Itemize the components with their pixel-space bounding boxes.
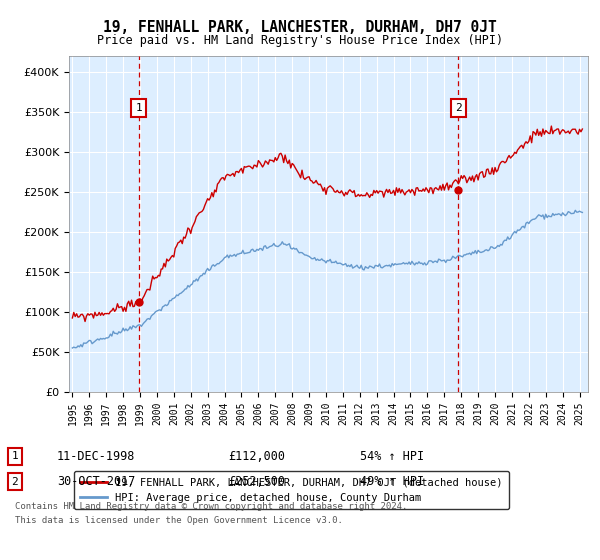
Text: 1: 1	[11, 451, 19, 461]
Text: 2: 2	[455, 103, 462, 113]
Text: 1: 1	[135, 103, 142, 113]
Text: 19, FENHALL PARK, LANCHESTER, DURHAM, DH7 0JT: 19, FENHALL PARK, LANCHESTER, DURHAM, DH…	[103, 20, 497, 35]
Text: £112,000: £112,000	[228, 450, 285, 463]
Text: 11-DEC-1998: 11-DEC-1998	[57, 450, 136, 463]
Legend: 19, FENHALL PARK, LANCHESTER, DURHAM, DH7 0JT (detached house), HPI: Average pri: 19, FENHALL PARK, LANCHESTER, DURHAM, DH…	[74, 471, 509, 509]
Text: 54% ↑ HPI: 54% ↑ HPI	[360, 450, 424, 463]
Text: Contains HM Land Registry data © Crown copyright and database right 2024.: Contains HM Land Registry data © Crown c…	[15, 502, 407, 511]
Text: Price paid vs. HM Land Registry's House Price Index (HPI): Price paid vs. HM Land Registry's House …	[97, 34, 503, 46]
Text: 30-OCT-2017: 30-OCT-2017	[57, 475, 136, 488]
Text: This data is licensed under the Open Government Licence v3.0.: This data is licensed under the Open Gov…	[15, 516, 343, 525]
Text: £252,500: £252,500	[228, 475, 285, 488]
Text: 49% ↑ HPI: 49% ↑ HPI	[360, 475, 424, 488]
Text: 2: 2	[11, 477, 19, 487]
